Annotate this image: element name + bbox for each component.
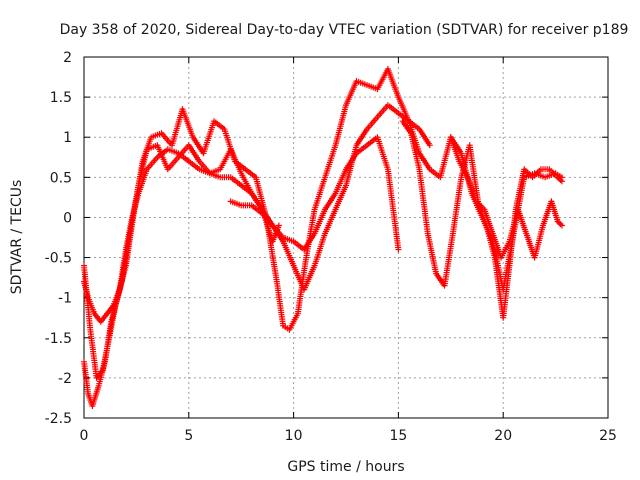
y-tick-label: -2.5: [45, 411, 72, 427]
series-track-6: [447, 134, 565, 261]
y-tick-label: -1: [58, 291, 72, 307]
series-track-4: [227, 102, 565, 293]
series-track-5: [399, 118, 565, 321]
plus-markers: [227, 102, 565, 293]
y-tick-label: 1.5: [50, 90, 72, 106]
y-tick-label: 0: [63, 210, 72, 226]
plus-markers: [447, 134, 565, 261]
plus-markers: [399, 118, 565, 321]
grid: [84, 57, 608, 418]
y-tick-label: 0.5: [50, 170, 72, 186]
y-tick-label: 2: [63, 50, 72, 66]
tick-labels: 0 5 10 15 20 25 -2.5 -2 -1.5 -1 -0.5 0 0.5 1 1.5 2: [45, 50, 617, 444]
x-axis-label: GPS time / hours: [287, 459, 404, 475]
x-tick-label: 0: [80, 428, 89, 444]
x-tick-label: 10: [285, 428, 303, 444]
series-track-3: [81, 142, 282, 381]
chart-title: Day 358 of 2020, Sidereal Day-to-day VTE…: [60, 22, 629, 38]
y-tick-label: -1.5: [45, 331, 72, 347]
x-tick-label: 20: [494, 428, 512, 444]
axis-ticks: [83, 56, 609, 419]
plot-frame: [83, 56, 609, 419]
plus-markers: [81, 142, 282, 381]
x-tick-label: 5: [184, 428, 193, 444]
x-tick-label: 15: [389, 428, 407, 444]
y-tick-label: -0.5: [45, 251, 72, 267]
y-axis-label: SDTVAR / TECUs: [9, 180, 25, 295]
x-tick-label: 25: [599, 428, 617, 444]
data-points: [81, 66, 565, 409]
y-tick-label: -2: [58, 371, 72, 387]
y-tick-label: 1: [63, 130, 72, 146]
